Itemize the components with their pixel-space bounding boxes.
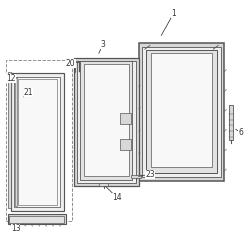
Bar — [80, 61, 132, 180]
Bar — [11, 73, 64, 211]
Bar — [8, 214, 66, 224]
Text: 21: 21 — [24, 88, 33, 97]
Text: 14: 14 — [112, 193, 122, 202]
Bar — [120, 113, 131, 124]
Bar — [6, 60, 72, 221]
Bar — [146, 50, 217, 174]
Text: 13: 13 — [11, 224, 20, 234]
Bar — [139, 43, 224, 181]
Bar — [120, 139, 131, 150]
Bar — [99, 183, 108, 186]
Text: 1: 1 — [171, 9, 176, 18]
Bar — [14, 76, 60, 207]
Text: 12: 12 — [6, 74, 16, 83]
Bar — [74, 58, 139, 186]
Text: 3: 3 — [100, 40, 105, 50]
Bar — [14, 78, 16, 206]
Bar — [18, 79, 57, 204]
Bar — [142, 47, 221, 177]
Bar — [77, 61, 136, 183]
Bar — [10, 216, 64, 223]
Text: 23: 23 — [145, 170, 155, 179]
Bar — [151, 53, 212, 167]
Text: 20: 20 — [66, 59, 76, 68]
Bar — [131, 176, 141, 178]
Bar — [8, 72, 11, 208]
Bar — [230, 105, 233, 140]
Text: 6: 6 — [238, 128, 243, 138]
Bar — [84, 64, 129, 176]
